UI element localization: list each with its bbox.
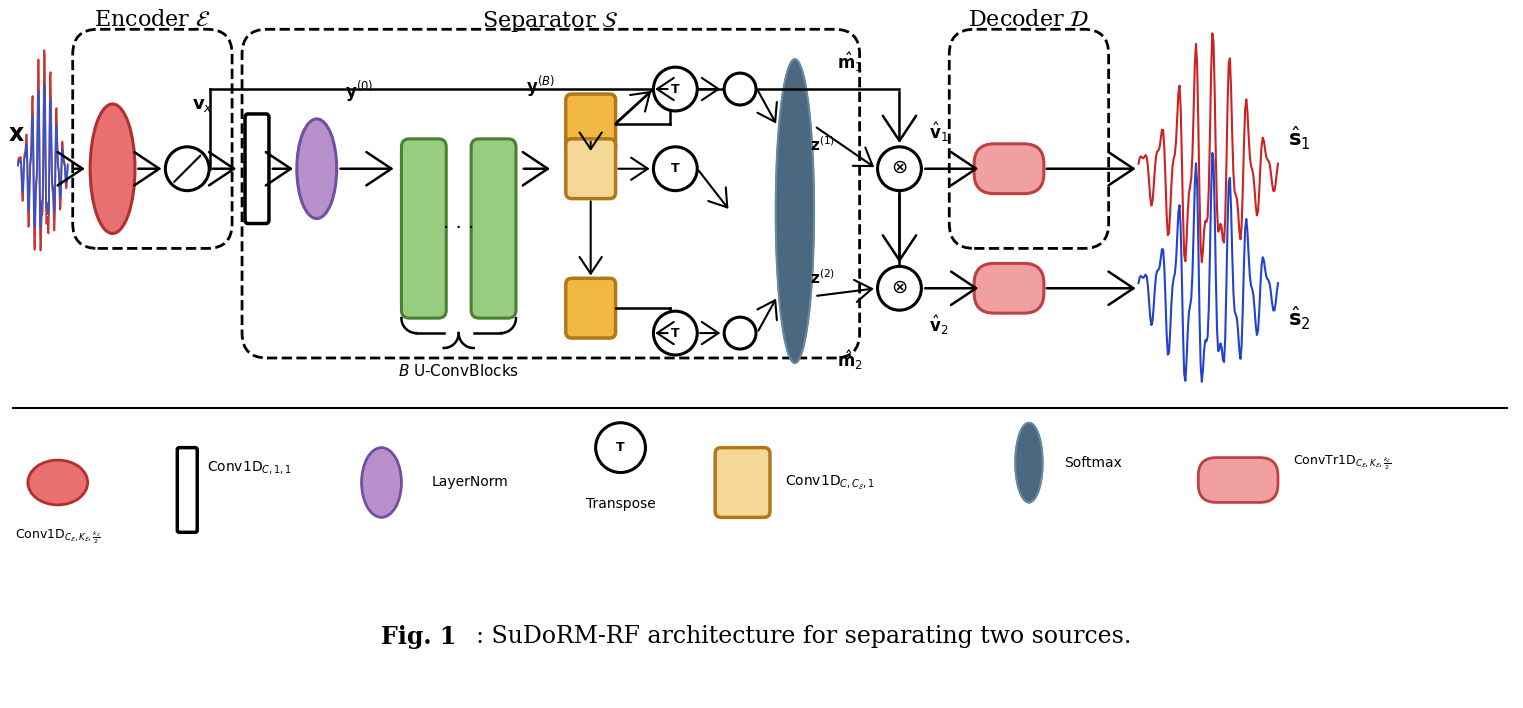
Text: $\hat{\mathbf{v}}_2$: $\hat{\mathbf{v}}_2$ <box>929 313 949 337</box>
Circle shape <box>653 67 698 111</box>
Polygon shape <box>775 59 813 363</box>
Text: ConvTr1D$_{C_{\mathcal{E}},K_{\mathcal{E}},\frac{k_{\mathcal{E}}}{2}}$: ConvTr1D$_{C_{\mathcal{E}},K_{\mathcal{E… <box>1293 453 1390 472</box>
Text: $\hat{\mathbf{m}}_2$: $\hat{\mathbf{m}}_2$ <box>836 348 862 372</box>
Text: LayerNorm: LayerNorm <box>431 476 509 489</box>
Text: $\otimes$: $\otimes$ <box>891 278 908 297</box>
Text: Separator $\mathcal{S}$: Separator $\mathcal{S}$ <box>483 9 620 35</box>
Text: $\mathbf{y}^{(0)}$: $\mathbf{y}^{(0)}$ <box>344 79 373 104</box>
Text: $B$ U-ConvBlocks: $B$ U-ConvBlocks <box>398 363 519 379</box>
Text: $\mathbf{v}_x$: $\mathbf{v}_x$ <box>192 96 213 114</box>
Ellipse shape <box>361 447 402 518</box>
Text: $\hat{\mathbf{v}}_1$: $\hat{\mathbf{v}}_1$ <box>929 120 949 144</box>
Text: T: T <box>672 326 679 340</box>
FancyBboxPatch shape <box>1199 457 1278 503</box>
FancyBboxPatch shape <box>402 139 446 318</box>
Circle shape <box>723 317 755 349</box>
Circle shape <box>877 147 921 190</box>
Text: Fig. 1: Fig. 1 <box>381 625 457 649</box>
Text: T: T <box>672 83 679 96</box>
FancyBboxPatch shape <box>177 447 196 532</box>
Text: · · ·: · · · <box>443 219 474 238</box>
Text: $\mathbf{y}^{(B)}$: $\mathbf{y}^{(B)}$ <box>525 74 554 99</box>
Text: Conv1D$_{C,C_{\mathcal{E}},1}$: Conv1D$_{C,C_{\mathcal{E}},1}$ <box>784 474 874 491</box>
Circle shape <box>653 312 698 355</box>
Ellipse shape <box>27 460 88 505</box>
Circle shape <box>653 147 698 190</box>
Text: Conv1D$_{C,1,1}$: Conv1D$_{C,1,1}$ <box>207 459 292 476</box>
Circle shape <box>166 147 209 190</box>
Text: Conv1D$_{C_{\mathcal{E}},K_{\mathcal{E}},\frac{k_{\mathcal{E}}}{2}}$: Conv1D$_{C_{\mathcal{E}},K_{\mathcal{E}}… <box>15 527 101 546</box>
Text: Softmax: Softmax <box>1063 455 1121 469</box>
Text: Encoder $\mathcal{E}$: Encoder $\mathcal{E}$ <box>94 9 210 31</box>
FancyBboxPatch shape <box>716 447 771 518</box>
Circle shape <box>595 423 646 472</box>
FancyBboxPatch shape <box>471 139 516 318</box>
FancyBboxPatch shape <box>975 263 1043 313</box>
Ellipse shape <box>90 104 136 234</box>
Text: T: T <box>672 162 679 175</box>
Polygon shape <box>1016 423 1043 503</box>
Circle shape <box>723 73 755 105</box>
Circle shape <box>877 266 921 310</box>
FancyBboxPatch shape <box>565 278 615 338</box>
Text: $\hat{\mathbf{m}}_1$: $\hat{\mathbf{m}}_1$ <box>836 50 862 74</box>
Text: $\hat{\mathbf{s}}_2$: $\hat{\mathbf{s}}_2$ <box>1288 304 1310 332</box>
Text: $\otimes$: $\otimes$ <box>891 158 908 177</box>
Text: $\mathbf{x}$: $\mathbf{x}$ <box>8 122 24 146</box>
FancyBboxPatch shape <box>245 114 270 224</box>
Text: $\mathbf{z}^{(1)}$: $\mathbf{z}^{(1)}$ <box>810 135 835 154</box>
Text: $\mathbf{z}^{(2)}$: $\mathbf{z}^{(2)}$ <box>810 268 835 287</box>
Text: Transpose: Transpose <box>586 498 655 511</box>
Ellipse shape <box>297 119 337 219</box>
FancyBboxPatch shape <box>565 94 615 154</box>
Text: $\hat{\mathbf{s}}_1$: $\hat{\mathbf{s}}_1$ <box>1288 125 1310 152</box>
Text: : SuDoRM-RF architecture for separating two sources.: : SuDoRM-RF architecture for separating … <box>477 625 1132 649</box>
FancyBboxPatch shape <box>565 139 615 199</box>
FancyBboxPatch shape <box>975 144 1043 193</box>
Text: Decoder $\mathcal{D}$: Decoder $\mathcal{D}$ <box>969 9 1089 31</box>
Text: T: T <box>617 441 624 454</box>
